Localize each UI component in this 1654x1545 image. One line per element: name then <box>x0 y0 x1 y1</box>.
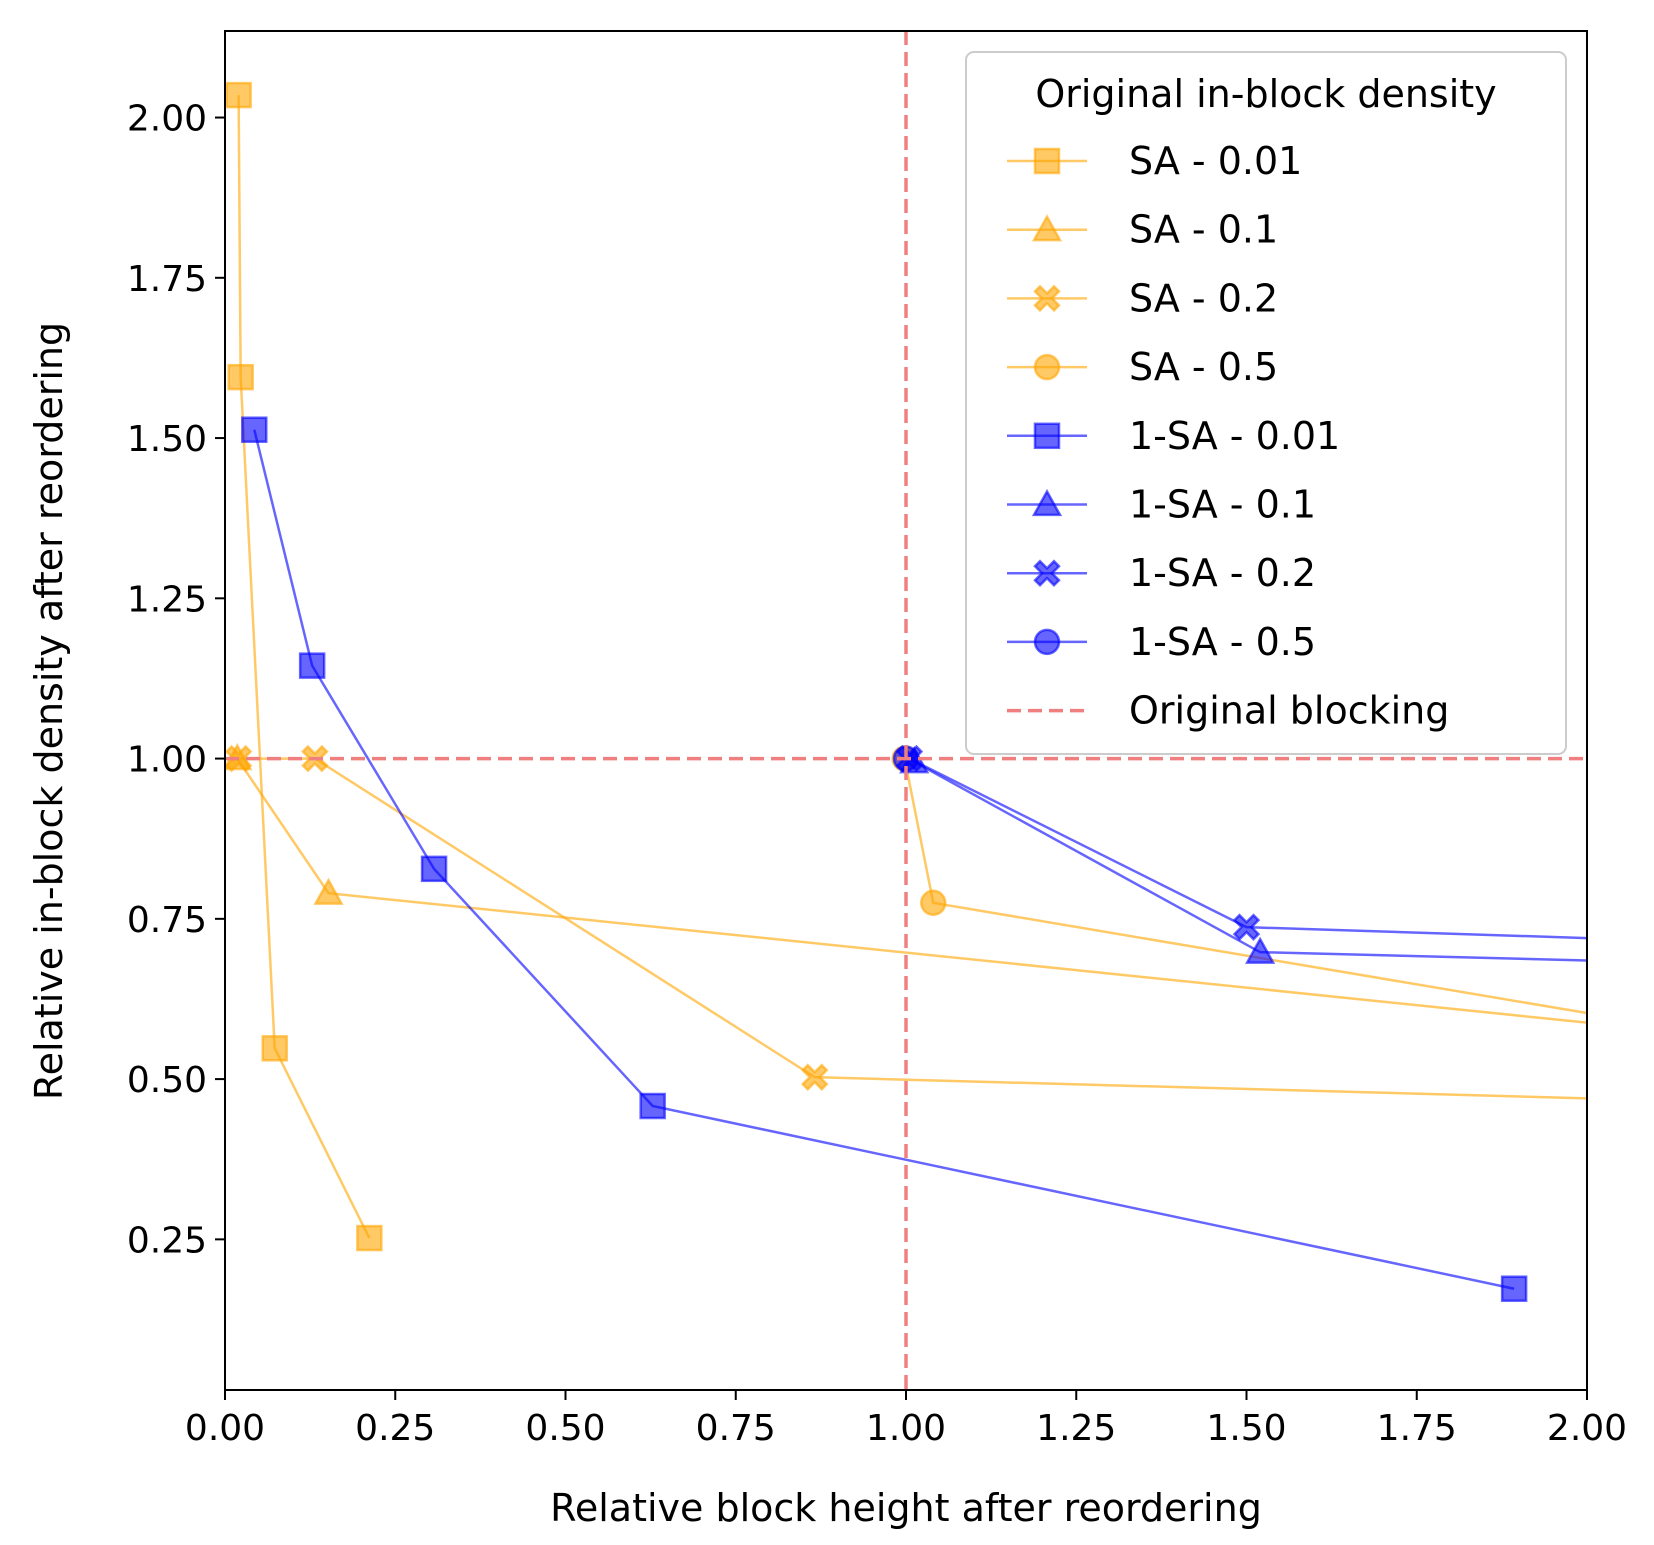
square-marker <box>241 416 268 443</box>
x-axis: 0.00 0.25 0.50 0.75 1.00 1.25 1.50 1.75 2.00 <box>185 1390 1627 1449</box>
plot-area <box>225 31 1587 1390</box>
x-tick-label: 1.00 <box>866 1408 946 1449</box>
legend-entry: 1-SA - 0.01 <box>1007 414 1340 458</box>
x-tick-label: 1.75 <box>1377 1408 1457 1449</box>
x-marker <box>1232 913 1261 941</box>
y-tick-label: 1.75 <box>127 259 207 300</box>
legend-entry: SA - 0.1 <box>1007 208 1278 252</box>
legend-label: SA - 0.01 <box>1129 139 1302 183</box>
x-tick-label: 0.50 <box>525 1408 605 1449</box>
square-marker <box>1033 422 1061 450</box>
triangle-marker <box>1031 214 1063 242</box>
x-tick-label: 1.50 <box>1206 1408 1286 1449</box>
legend-label: 1-SA - 0.5 <box>1129 620 1316 664</box>
square-marker <box>261 1035 288 1062</box>
legend-box <box>965 51 1567 755</box>
square-marker <box>227 363 254 391</box>
square-marker <box>356 1224 383 1252</box>
legend-entry: 1-SA - 0.5 <box>1007 620 1316 664</box>
legend-entry: 1-SA - 0.2 <box>1007 551 1316 595</box>
x-marker <box>1033 559 1061 587</box>
triangle-marker <box>1031 488 1063 517</box>
legend-entry: SA - 0.5 <box>1007 345 1278 389</box>
x-tick-label: 0.75 <box>696 1408 776 1449</box>
y-tick-label: 0.75 <box>127 900 207 941</box>
x-tick-label: 0.25 <box>355 1408 435 1449</box>
legend-label: 1-SA - 0.1 <box>1129 483 1316 527</box>
circle-marker <box>1033 353 1061 381</box>
legend-entry: Original blocking <box>1007 689 1449 733</box>
legend-title: Original in-block density <box>1035 72 1496 116</box>
y-axis: 0.25 0.50 0.75 1.00 1.25 1.50 1.75 2.00 <box>127 99 225 1261</box>
x-tick-label: 0.00 <box>185 1408 265 1449</box>
legend-label: 1-SA - 0.01 <box>1129 414 1340 458</box>
square-marker <box>1033 147 1061 175</box>
legend-label: SA - 0.1 <box>1129 208 1278 252</box>
circle-marker <box>919 889 947 917</box>
square-marker <box>1500 1275 1528 1302</box>
x-axis-title: Relative block height after reordering <box>550 1486 1262 1530</box>
square-marker <box>639 1092 666 1120</box>
triangle-marker <box>1244 936 1276 964</box>
legend-label: 1-SA - 0.2 <box>1129 551 1316 595</box>
circle-marker <box>1033 628 1061 656</box>
y-tick-label: 1.25 <box>127 579 207 620</box>
legend-entry: 1-SA - 0.1 <box>1007 483 1316 527</box>
series-sa-0.01 <box>225 81 383 1252</box>
y-tick-label: 0.50 <box>127 1060 207 1101</box>
square-marker <box>225 81 252 109</box>
y-tick-label: 1.00 <box>127 740 207 781</box>
x-marker <box>1033 284 1061 313</box>
series-line <box>237 95 371 1239</box>
legend-label: Original blocking <box>1129 689 1449 733</box>
legend-label: SA - 0.2 <box>1129 276 1278 320</box>
reference-lines <box>225 31 1587 1390</box>
y-axis-title: Relative in-block density after reorderi… <box>27 322 71 1100</box>
y-tick-label: 0.25 <box>127 1220 207 1261</box>
legend-entry: SA - 0.2 <box>1007 276 1278 320</box>
series-1-sa-0.01 <box>241 416 1528 1302</box>
square-marker <box>298 652 326 679</box>
square-marker <box>420 855 448 883</box>
legend-items: SA - 0.01 SA - 0.1 SA - 0.2 SA - 0.5 1-SA - … <box>1007 139 1449 733</box>
x-marker <box>800 1063 829 1091</box>
legend-label: SA - 0.5 <box>1129 345 1278 389</box>
y-tick-label: 1.50 <box>127 419 207 460</box>
y-tick-label: 2.00 <box>127 99 207 140</box>
x-tick-label: 2.00 <box>1547 1408 1627 1449</box>
legend-entry: SA - 0.01 <box>1007 139 1302 183</box>
x-tick-label: 1.25 <box>1036 1408 1116 1449</box>
triangle-marker <box>313 877 344 905</box>
